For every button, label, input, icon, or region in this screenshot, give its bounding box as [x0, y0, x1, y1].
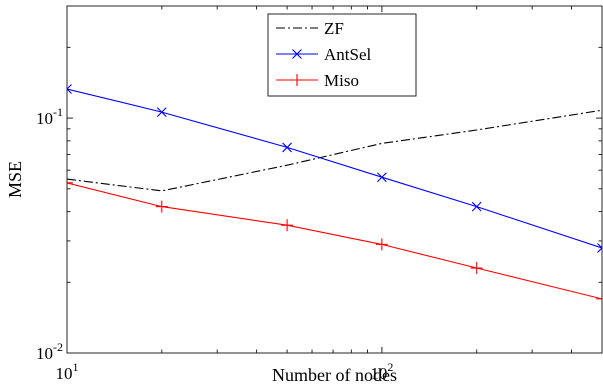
data-point — [281, 219, 294, 232]
legend: ZF AntSel Miso — [267, 13, 417, 97]
data-point — [282, 142, 292, 153]
y-tick-label: 10-2 — [36, 340, 63, 363]
series-layer — [67, 84, 602, 305]
legend-label: ZF — [324, 19, 344, 38]
data-point — [377, 172, 387, 183]
series-line-antsel — [67, 88, 602, 249]
data-point — [471, 201, 482, 212]
x-tick-label: 101 — [56, 360, 79, 383]
series-antsel — [67, 84, 602, 253]
y-axis-label: MSE — [5, 161, 25, 198]
legend-label: Miso — [324, 71, 359, 90]
legend-label: AntSel — [324, 45, 372, 64]
series-zf — [67, 109, 602, 192]
legend-marker — [292, 49, 302, 59]
series-miso — [67, 176, 602, 305]
data-point — [67, 176, 73, 189]
x-tick-label: 102 — [370, 360, 393, 383]
axes-layer — [66, 5, 603, 354]
data-point — [596, 292, 602, 305]
data-point — [67, 84, 72, 94]
axes-box — [66, 5, 603, 354]
series-line-miso — [67, 182, 602, 300]
data-point — [375, 238, 388, 251]
series-line-zf — [67, 109, 602, 192]
legend-item-miso: Miso — [276, 71, 359, 90]
y-tick-label: 10-1 — [36, 105, 63, 128]
data-point — [155, 200, 168, 213]
data-point — [597, 243, 602, 253]
data-point — [156, 107, 167, 118]
data-point — [470, 262, 483, 275]
legend-item-zf: ZF — [276, 19, 344, 38]
x-axis-label: Number of nodes — [272, 365, 397, 385]
legend-item-antsel: AntSel — [276, 45, 372, 64]
legend-box — [267, 13, 417, 97]
legend-marker — [291, 74, 303, 86]
ticks-layer: 101 102 10-2 10-1 — [36, 5, 603, 383]
